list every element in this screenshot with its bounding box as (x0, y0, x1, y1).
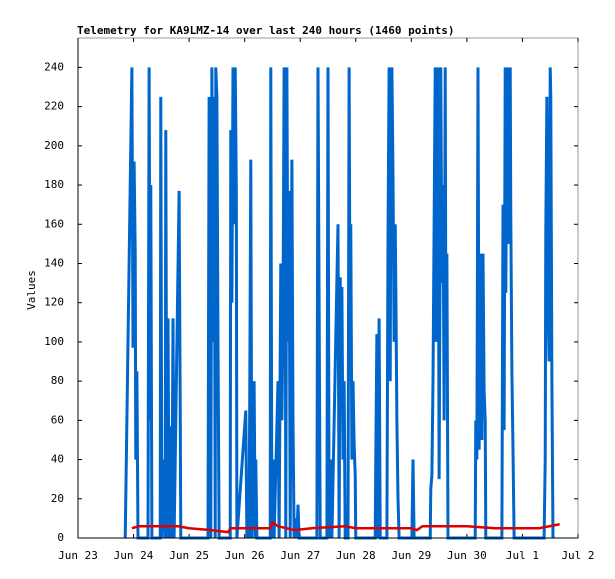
y-tick-label: 60 (51, 413, 64, 426)
y-tick-label: 20 (51, 492, 64, 505)
x-tick-label: Jun 26 (225, 549, 265, 562)
y-tick-label: 160 (44, 217, 64, 230)
y-tick-label: 200 (44, 139, 64, 152)
y-axis-label: Values (25, 270, 38, 310)
y-tick-label: 140 (44, 256, 64, 269)
x-tick-label: Jul 1 (506, 549, 539, 562)
y-tick-label: 100 (44, 335, 64, 348)
x-tick-label: Jun 25 (169, 549, 209, 562)
x-tick-label: Jun 30 (447, 549, 487, 562)
x-tick-label: Jun 23 (58, 549, 98, 562)
y-tick-label: 180 (44, 178, 64, 191)
y-tick-label: 240 (44, 60, 64, 73)
y-tick-label: 0 (57, 531, 64, 544)
y-tick-label: 120 (44, 296, 64, 309)
data-line (123, 67, 555, 540)
y-tick-label: 80 (51, 374, 64, 387)
data-line (131, 520, 560, 534)
x-tick-label: Jun 28 (336, 549, 376, 562)
x-tick-label: Jun 29 (391, 549, 431, 562)
y-tick-label: 40 (51, 453, 64, 466)
chart-title: Telemetry for KA9LMZ-14 over last 240 ho… (77, 24, 455, 37)
x-tick-label: Jul 2 (561, 549, 594, 562)
y-tick-label: 220 (44, 100, 64, 113)
x-tick-label: Jun 27 (280, 549, 320, 562)
x-tick-label: Jun 24 (114, 549, 154, 562)
